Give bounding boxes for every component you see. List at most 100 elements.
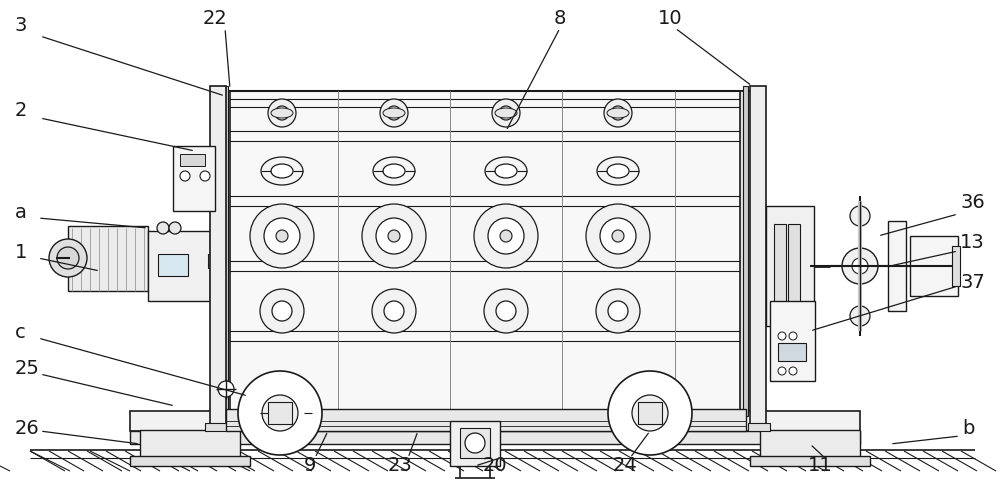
Text: 24: 24 [613, 456, 637, 475]
Text: 37: 37 [960, 273, 985, 292]
Bar [130, 456, 250, 466]
Circle shape [275, 106, 289, 120]
Bar [888, 221, 906, 311]
Circle shape [376, 218, 412, 254]
Circle shape [611, 106, 625, 120]
Circle shape [268, 99, 296, 127]
Bar [140, 430, 240, 458]
Circle shape [272, 301, 292, 321]
Text: 26: 26 [15, 419, 40, 438]
Circle shape [484, 289, 528, 333]
Ellipse shape [57, 247, 79, 269]
Circle shape [388, 230, 400, 242]
Circle shape [850, 206, 870, 226]
Circle shape [789, 367, 797, 375]
Bar [225, 91, 745, 411]
Circle shape [218, 381, 234, 397]
Circle shape [612, 230, 624, 242]
Bar [750, 456, 870, 466]
Bar [788, 224, 800, 308]
Circle shape [778, 332, 786, 340]
Circle shape [778, 367, 786, 375]
Text: 8: 8 [554, 9, 566, 28]
Text: 9: 9 [304, 456, 316, 475]
Circle shape [632, 395, 668, 431]
Circle shape [465, 433, 485, 453]
Bar [910, 236, 958, 296]
Ellipse shape [607, 108, 629, 118]
Circle shape [492, 99, 520, 127]
Text: 20: 20 [483, 456, 507, 475]
Bar [743, 86, 748, 416]
Bar [173, 146, 215, 211]
Bar [180, 154, 205, 166]
Text: 23: 23 [388, 456, 412, 475]
Bar [450, 421, 500, 466]
Text: 13: 13 [960, 233, 985, 252]
Circle shape [474, 204, 538, 268]
Text: 2: 2 [15, 101, 27, 120]
Text: 11: 11 [808, 456, 832, 475]
Circle shape [362, 204, 426, 268]
Bar [208, 254, 222, 268]
Circle shape [852, 258, 868, 274]
Circle shape [496, 301, 516, 321]
Circle shape [596, 289, 640, 333]
Text: 1: 1 [15, 243, 27, 262]
Circle shape [380, 99, 408, 127]
Text: c: c [15, 323, 26, 342]
Bar [748, 423, 770, 431]
Ellipse shape [597, 157, 639, 185]
Circle shape [200, 171, 210, 181]
Ellipse shape [271, 164, 293, 178]
Circle shape [157, 222, 169, 234]
Bar [638, 402, 662, 424]
Text: a: a [15, 203, 27, 222]
Circle shape [180, 171, 190, 181]
Bar [778, 343, 806, 361]
Circle shape [260, 289, 304, 333]
Text: 22: 22 [203, 9, 227, 28]
Bar [740, 91, 752, 411]
Bar [148, 231, 210, 301]
Circle shape [372, 289, 416, 333]
Bar [766, 206, 814, 326]
Circle shape [600, 218, 636, 254]
Ellipse shape [383, 108, 405, 118]
Circle shape [499, 106, 513, 120]
Bar [952, 246, 960, 286]
Bar [218, 91, 230, 411]
Circle shape [608, 371, 692, 455]
Circle shape [842, 248, 878, 284]
Circle shape [789, 332, 797, 340]
Circle shape [238, 371, 322, 455]
Ellipse shape [261, 157, 303, 185]
Circle shape [604, 99, 632, 127]
Ellipse shape [495, 108, 517, 118]
Circle shape [262, 395, 298, 431]
Bar [210, 86, 226, 431]
Text: 36: 36 [960, 193, 985, 212]
Circle shape [250, 204, 314, 268]
Bar [68, 226, 148, 291]
Circle shape [276, 230, 288, 242]
Circle shape [169, 222, 181, 234]
Bar [268, 402, 292, 424]
Ellipse shape [49, 239, 87, 277]
Text: b: b [962, 419, 974, 438]
Text: 3: 3 [15, 16, 27, 35]
Circle shape [586, 204, 650, 268]
Ellipse shape [271, 108, 293, 118]
Ellipse shape [383, 164, 405, 178]
Bar [226, 409, 746, 431]
Bar [760, 430, 860, 458]
Circle shape [608, 301, 628, 321]
Bar [770, 301, 815, 381]
Ellipse shape [373, 157, 415, 185]
Circle shape [384, 301, 404, 321]
Bar [205, 423, 230, 431]
Bar [130, 411, 860, 431]
Circle shape [850, 306, 870, 326]
Circle shape [500, 230, 512, 242]
Ellipse shape [607, 164, 629, 178]
